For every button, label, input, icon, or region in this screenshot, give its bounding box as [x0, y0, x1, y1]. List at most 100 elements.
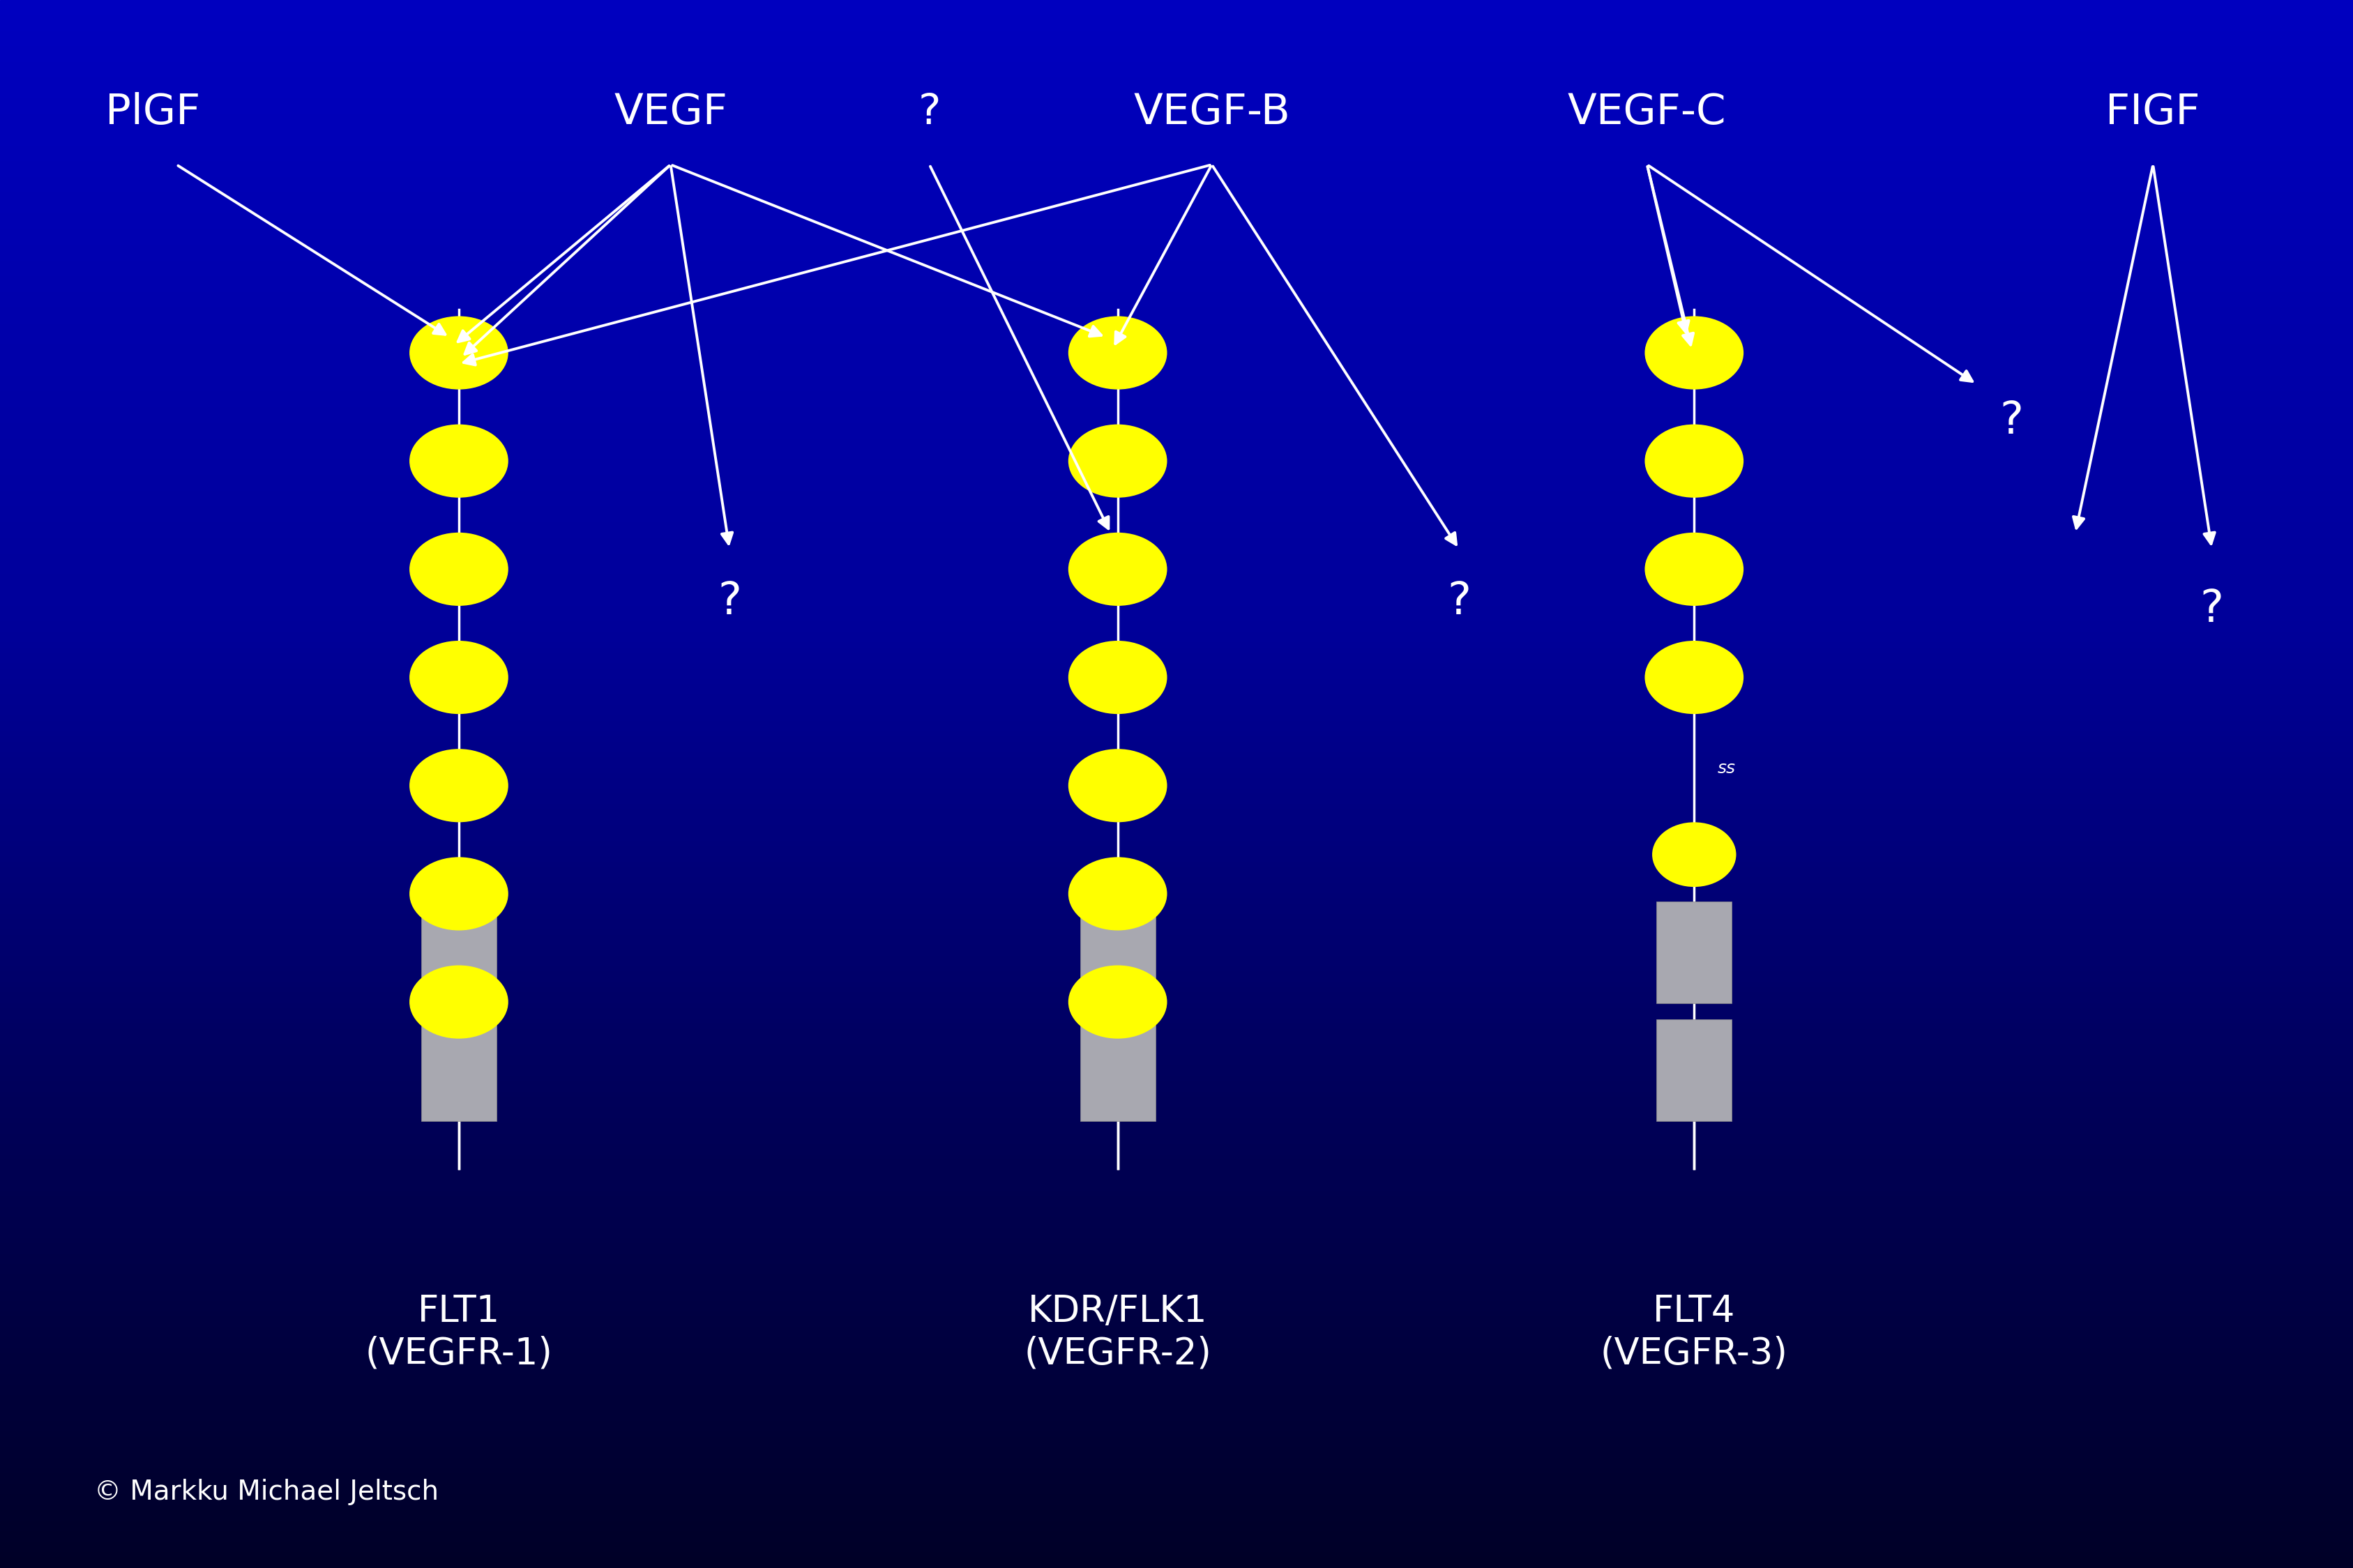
- Bar: [0, 466, 2353, 470]
- Bar: [0, 27, 2353, 31]
- Bar: [0, 1290, 2353, 1297]
- Bar: [0, 972, 2353, 977]
- Bar: [0, 575, 2353, 580]
- Bar: [0, 999, 2353, 1004]
- Bar: [0, 1380, 2353, 1385]
- Bar: [421, 902, 496, 1004]
- Bar: [0, 1301, 2353, 1306]
- Bar: [0, 199, 2353, 204]
- Bar: [0, 450, 2353, 455]
- Bar: [0, 1297, 2353, 1301]
- Bar: [0, 1485, 2353, 1490]
- Bar: [0, 1035, 2353, 1040]
- Text: FLT4
(VEGFR-3): FLT4 (VEGFR-3): [1600, 1294, 1788, 1372]
- Text: VEGF-C: VEGF-C: [1567, 93, 1727, 133]
- Bar: [0, 340, 2353, 345]
- Bar: [0, 914, 2353, 920]
- Bar: [0, 564, 2353, 569]
- Bar: [0, 1030, 2353, 1035]
- Bar: [0, 1187, 2353, 1192]
- Bar: [0, 1149, 2353, 1156]
- Bar: [0, 679, 2353, 685]
- Text: ss: ss: [1718, 760, 1737, 776]
- Bar: [0, 1286, 2353, 1290]
- Bar: [0, 1118, 2353, 1124]
- Bar: [0, 878, 2353, 883]
- Bar: [0, 1156, 2353, 1160]
- Bar: [0, 1541, 2353, 1548]
- Bar: [0, 94, 2353, 99]
- Text: PlGF: PlGF: [106, 93, 200, 133]
- Ellipse shape: [409, 317, 508, 389]
- Bar: [0, 125, 2353, 130]
- Bar: [0, 737, 2353, 742]
- Bar: [0, 685, 2353, 690]
- Bar: [0, 1024, 2353, 1030]
- Bar: [0, 0, 2353, 5]
- Text: KDR/FLK1
(VEGFR-2): KDR/FLK1 (VEGFR-2): [1024, 1294, 1212, 1372]
- Bar: [0, 638, 2353, 643]
- Bar: [0, 612, 2353, 616]
- Bar: [0, 168, 2353, 172]
- Ellipse shape: [1068, 966, 1167, 1038]
- Bar: [0, 956, 2353, 961]
- Bar: [0, 800, 2353, 804]
- Bar: [0, 1563, 2353, 1568]
- Bar: [0, 1447, 2353, 1454]
- Bar: [0, 78, 2353, 83]
- Bar: [0, 925, 2353, 930]
- Bar: [0, 63, 2353, 67]
- Text: ?: ?: [2200, 588, 2224, 632]
- Bar: [0, 486, 2353, 491]
- Bar: [0, 867, 2353, 873]
- Bar: [0, 1557, 2353, 1563]
- Bar: [0, 1254, 2353, 1259]
- Bar: [0, 1087, 2353, 1093]
- Bar: [1657, 902, 1732, 1004]
- Bar: [0, 1008, 2353, 1014]
- Bar: [0, 444, 2353, 450]
- Bar: [0, 779, 2353, 784]
- Bar: [0, 1281, 2353, 1286]
- Bar: [0, 74, 2353, 78]
- Bar: [0, 674, 2353, 679]
- Bar: [0, 204, 2353, 209]
- Bar: [0, 862, 2353, 867]
- Bar: [0, 1109, 2353, 1113]
- Bar: [0, 162, 2353, 168]
- Bar: [0, 439, 2353, 444]
- Bar: [0, 1270, 2353, 1275]
- Bar: [0, 1145, 2353, 1149]
- Bar: [0, 298, 2353, 303]
- Bar: [1080, 1019, 1155, 1121]
- Bar: [0, 842, 2353, 847]
- Bar: [0, 67, 2353, 74]
- Ellipse shape: [1068, 317, 1167, 389]
- Bar: [0, 513, 2353, 517]
- Bar: [0, 517, 2353, 522]
- Bar: [0, 188, 2353, 193]
- Bar: [0, 1181, 2353, 1187]
- Bar: [0, 1234, 2353, 1239]
- Bar: [0, 502, 2353, 506]
- Bar: [0, 757, 2353, 764]
- Bar: [0, 742, 2353, 748]
- Bar: [0, 224, 2353, 230]
- Bar: [0, 1317, 2353, 1322]
- Bar: [1657, 1019, 1732, 1121]
- Bar: [0, 334, 2353, 340]
- Bar: [0, 271, 2353, 278]
- Ellipse shape: [1645, 317, 1744, 389]
- Ellipse shape: [1645, 641, 1744, 713]
- Bar: [0, 251, 2353, 256]
- Bar: [0, 748, 2353, 753]
- Bar: [0, 648, 2353, 654]
- Bar: [0, 811, 2353, 815]
- Bar: [0, 820, 2353, 826]
- Ellipse shape: [1645, 425, 1744, 497]
- Bar: [0, 42, 2353, 47]
- Bar: [0, 847, 2353, 851]
- Bar: [0, 1353, 2353, 1359]
- Bar: [0, 1113, 2353, 1118]
- Bar: [0, 1526, 2353, 1532]
